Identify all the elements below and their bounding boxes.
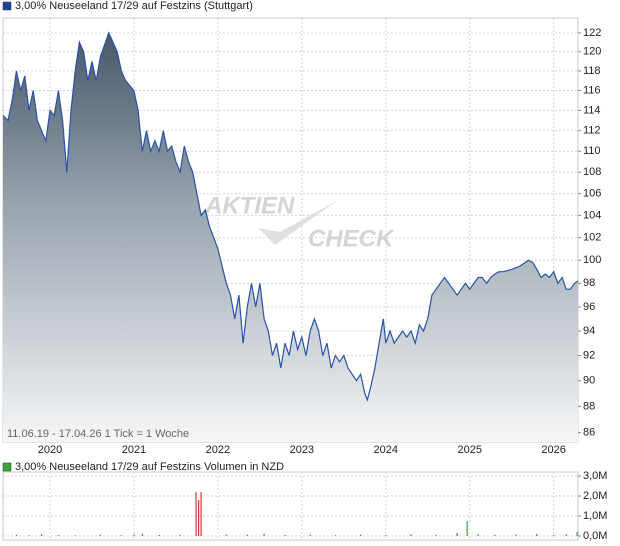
y-tick-label: 0,0M [583,530,607,542]
area [3,32,578,443]
watermark: AKTIEN [204,192,295,219]
x-tick-label: 2022 [206,444,230,456]
legend-title: 3,00% Neuseeland 17/29 auf Festzins Volu… [15,461,284,473]
volume-bar [359,534,362,536]
y-tick-label: 3,0M [583,470,607,482]
footnote: 11.06.19 - 17.04.26 1 Tick = 1 Woche [7,428,189,440]
volume-bar [576,532,578,536]
volume-bar [515,534,517,536]
volume-bar [477,534,479,536]
price-line [2,31,579,402]
legend-swatch [2,462,12,472]
x-tick-label: 2023 [290,444,314,456]
y-tick-label: 88 [583,400,595,412]
volume-bar [410,534,412,536]
volume-bar [284,535,286,536]
y-tick-label: 104 [583,209,601,221]
y-tick-label: 92 [583,349,595,361]
volume-bar [120,535,122,536]
y-tick-label: 1,0M [583,510,607,522]
plot-frame [2,471,579,541]
y-tick-label: 122 [583,27,601,39]
y-tick-label: 112 [583,125,601,137]
volume-bar [385,535,387,536]
volume-bar [179,534,181,536]
x-tick-label: 2020 [38,444,62,456]
y-tick-label: 96 [583,301,595,313]
volume-bar [195,492,197,536]
y-tick-label: 120 [583,46,601,58]
x-tick-label: 2021 [122,444,146,456]
y-tick-label: 90 [583,375,595,387]
volume-bar [334,535,337,536]
y-tick-label: 114 [583,104,601,116]
legend-title: 3,00% Neuseeland 17/29 auf Festzins (Stu… [15,0,253,12]
volume-bar [57,535,60,536]
volume-bar [456,533,458,536]
volume-bar [99,534,101,536]
x-tick-label: 2025 [457,444,481,456]
y-tick-label: 108 [583,166,601,178]
volume-bar [15,534,18,536]
volume-bar [565,534,567,536]
volume-bar [553,534,555,536]
volume-bar [141,533,143,536]
volume-bar [263,533,265,536]
volume-bar [200,492,202,536]
watermark-check [258,200,338,245]
volume-bar [246,534,248,536]
x-tick-label: 2024 [374,444,398,456]
volume-bar [41,534,43,536]
y-tick-label: 118 [583,65,601,77]
y-tick-label: 94 [583,325,595,337]
y-tick-label: 116 [583,84,601,96]
volume-bar [536,534,538,536]
watermark: CHECK [308,225,395,252]
volume-bar [74,535,76,536]
x-tick-label: 2026 [541,444,565,456]
y-tick-label: 86 [583,427,595,439]
volume-bar [158,535,160,536]
y-tick-label: 106 [583,188,601,200]
y-tick-label: 2,0M [583,490,607,502]
legend-swatch [2,1,12,11]
volume-bar [435,534,437,536]
volume-bar [466,521,468,536]
volume-bar [309,534,311,536]
y-tick-label: 102 [583,231,601,243]
volume-bar [197,500,200,536]
y-tick-label: 110 [583,145,601,157]
volume-bar [225,534,227,536]
y-tick-label: 98 [583,277,595,289]
y-tick-label: 100 [583,254,601,266]
volume-bar [28,535,30,536]
volume-bar [494,534,496,536]
volume-bar [133,534,135,536]
